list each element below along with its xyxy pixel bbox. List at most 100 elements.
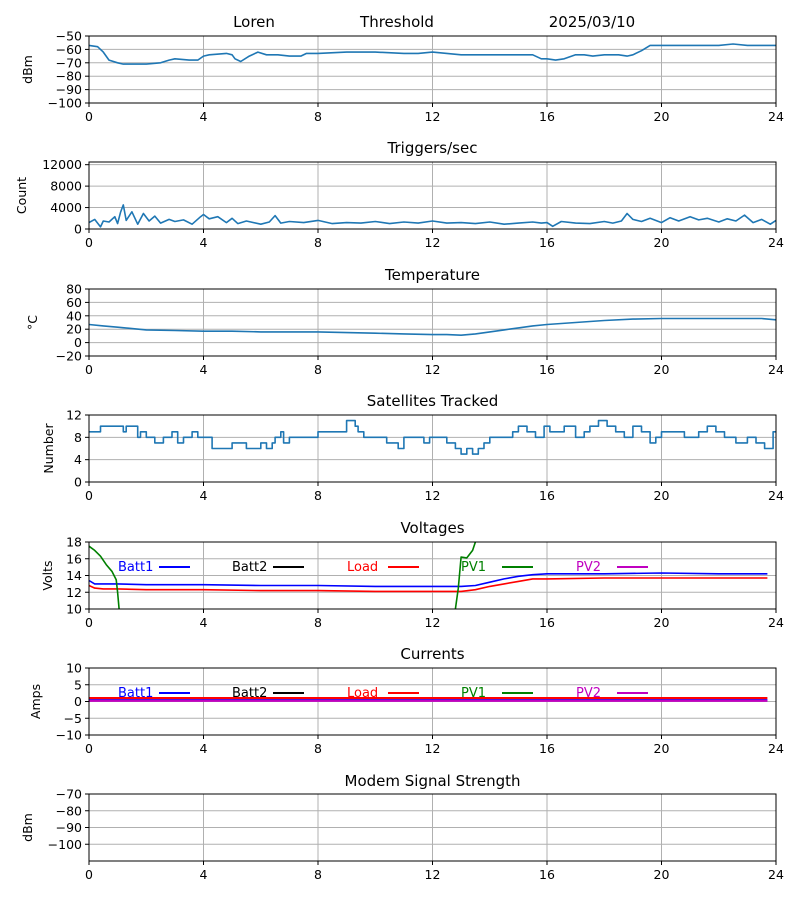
- panel-title: Temperature: [384, 266, 480, 284]
- y-tick-label: −100: [48, 837, 82, 852]
- x-tick-label: 16: [539, 109, 555, 124]
- series-line-load: [89, 577, 768, 593]
- panel-triggers: Triggers/sec 0 4 8 12 16 20 24 0 4000 8000 12000 Cou…: [14, 139, 784, 250]
- series-line-0: [89, 419, 776, 455]
- x-tick-label: 12: [425, 109, 441, 124]
- y-tick-label: −60: [56, 42, 82, 57]
- y-tick-label: 0: [74, 475, 82, 490]
- x-tick-label: 24: [768, 488, 784, 503]
- x-tick-label: 8: [314, 741, 322, 756]
- header-name: Loren: [233, 13, 275, 31]
- x-tick-label: 12: [425, 867, 441, 882]
- x-tick-label: 16: [539, 488, 555, 503]
- y-tick-label: 40: [66, 308, 82, 323]
- legend-label-batt2: Batt2: [232, 560, 267, 575]
- x-tick-label: 16: [539, 615, 555, 630]
- x-tick-label: 16: [539, 362, 555, 377]
- header-mode: Threshold: [359, 13, 434, 31]
- y-tick-label: −90: [56, 820, 82, 835]
- legend-label-load: Load: [347, 560, 378, 575]
- y-tick-label: 5: [74, 677, 82, 692]
- y-tick-label: 60: [66, 295, 82, 310]
- y-tick-label: 4: [74, 452, 82, 467]
- x-tick-label: 4: [200, 615, 208, 630]
- x-tick-label: 0: [85, 488, 93, 503]
- x-tick-label: 0: [85, 615, 93, 630]
- y-tick-label: −70: [56, 55, 82, 70]
- x-tick-label: 24: [768, 867, 784, 882]
- x-tick-label: 16: [539, 741, 555, 756]
- x-tick-label: 24: [768, 109, 784, 124]
- x-tick-label: 20: [654, 109, 670, 124]
- series-line-batt1: [89, 572, 768, 588]
- y-tick-label: −90: [56, 82, 82, 97]
- panel-title: Currents: [400, 645, 464, 663]
- legend-label-pv2: PV2: [576, 686, 601, 701]
- panel-title: Satellites Tracked: [367, 392, 498, 410]
- x-tick-label: 12: [425, 488, 441, 503]
- x-tick-label: 8: [314, 488, 322, 503]
- x-tick-label: 0: [85, 867, 93, 882]
- y-tick-label: 4000: [50, 200, 82, 215]
- x-tick-label: 12: [425, 362, 441, 377]
- x-tick-label: 20: [654, 867, 670, 882]
- x-tick-label: 0: [85, 109, 93, 124]
- x-tick-label: 20: [654, 741, 670, 756]
- panel-modem: Modem Signal Strength 0 4 8 12 16 20 24 −100 −90 −…: [20, 772, 784, 882]
- x-tick-label: 8: [314, 235, 322, 250]
- x-tick-label: 0: [85, 235, 93, 250]
- x-tick-label: 20: [654, 235, 670, 250]
- x-tick-label: 0: [85, 741, 93, 756]
- x-tick-label: 4: [200, 109, 208, 124]
- x-tick-label: 20: [654, 362, 670, 377]
- y-tick-label: 0: [74, 222, 82, 237]
- y-tick-label: −70: [56, 787, 82, 802]
- y-tick-label: 8: [74, 430, 82, 445]
- y-tick-label: −100: [48, 96, 82, 111]
- legend-label-pv1: PV1: [461, 560, 486, 575]
- legend-label-pv1: PV1: [461, 686, 486, 701]
- y-axis-label: Amps: [28, 684, 43, 719]
- panel-title: Voltages: [400, 519, 464, 537]
- y-tick-label: −80: [56, 803, 82, 818]
- y-axis-label: dBm: [20, 813, 35, 842]
- panel-signal: 0 4 8 12 16 20 24 −100−90−80−70−60−50 dBm: [20, 29, 784, 125]
- x-tick-label: 8: [314, 362, 322, 377]
- legend-label-batt1: Batt1: [118, 686, 153, 701]
- panel-title: Triggers/sec: [387, 139, 478, 157]
- header-date: 2025/03/10: [549, 13, 635, 31]
- legend-label-pv2: PV2: [576, 560, 601, 575]
- y-tick-label: 8000: [50, 179, 82, 194]
- y-tick-label: 12: [66, 585, 82, 600]
- x-tick-label: 12: [425, 615, 441, 630]
- x-tick-label: 4: [200, 488, 208, 503]
- y-tick-label: 12000: [42, 157, 82, 172]
- legend-label-batt1: Batt1: [118, 560, 153, 575]
- x-tick-label: 4: [200, 867, 208, 882]
- series-line-0: [89, 204, 776, 228]
- y-axis-label: °C: [25, 315, 40, 330]
- panel-satellites: Satellites Tracked 0 4 8 12 16 20 24 0 4 8 12 Number: [41, 392, 784, 503]
- legend-label-batt2: Batt2: [232, 686, 267, 701]
- x-tick-label: 24: [768, 362, 784, 377]
- y-axis-label: Volts: [40, 560, 55, 590]
- x-tick-label: 24: [768, 741, 784, 756]
- series-line-pv1: [454, 542, 477, 609]
- y-axis-label: dBm: [20, 55, 35, 84]
- x-tick-label: 12: [425, 235, 441, 250]
- x-tick-label: 8: [314, 867, 322, 882]
- y-tick-label: −5: [64, 711, 82, 726]
- series-line-0: [89, 43, 776, 65]
- y-tick-label: −20: [56, 349, 82, 364]
- x-tick-label: 8: [314, 109, 322, 124]
- x-tick-label: 20: [654, 615, 670, 630]
- panel-title: Modem Signal Strength: [345, 772, 521, 790]
- x-tick-label: 12: [425, 741, 441, 756]
- x-tick-label: 4: [200, 741, 208, 756]
- x-tick-label: 16: [539, 867, 555, 882]
- x-tick-label: 4: [200, 362, 208, 377]
- y-tick-label: 10: [66, 661, 82, 676]
